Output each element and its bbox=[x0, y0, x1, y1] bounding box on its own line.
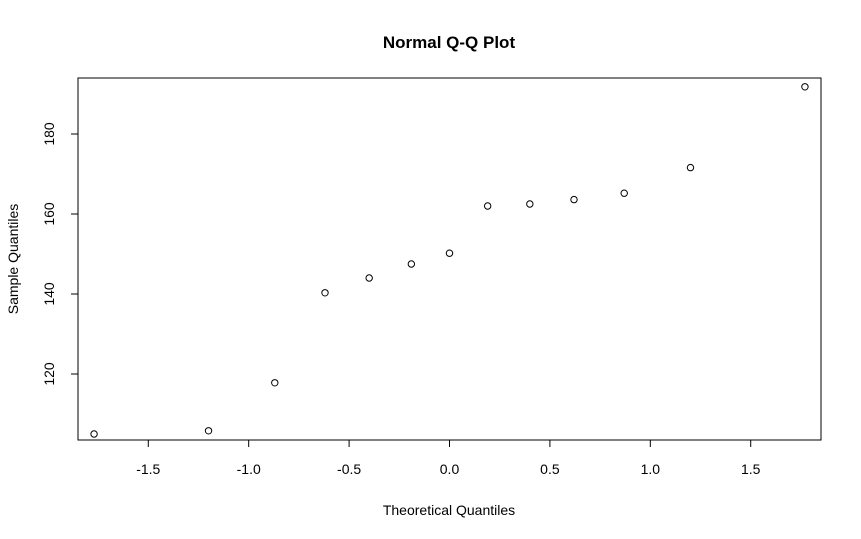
y-axis: 120 140 160 180 bbox=[41, 122, 79, 386]
x-tick-label: 0.5 bbox=[540, 461, 560, 477]
data-point bbox=[483, 202, 492, 210]
data-point bbox=[801, 83, 809, 91]
x-tick-label: 1.0 bbox=[641, 461, 661, 477]
data-point bbox=[407, 260, 416, 268]
data-point bbox=[570, 195, 578, 204]
plot-frame bbox=[77, 77, 822, 441]
data-points bbox=[90, 83, 809, 438]
data-point bbox=[321, 289, 329, 297]
x-axis: -1.5 -1.0 -0.5 0.0 0.5 1.0 1.5 bbox=[136, 439, 761, 477]
data-point bbox=[90, 430, 98, 438]
y-axis-label: Sample Quantiles bbox=[5, 204, 21, 315]
x-tick-label: -1.0 bbox=[237, 461, 261, 477]
data-point bbox=[204, 427, 213, 435]
data-point bbox=[620, 189, 628, 197]
x-axis-label: Theoretical Quantiles bbox=[383, 502, 515, 518]
data-point bbox=[445, 249, 454, 257]
x-tick-label: -1.5 bbox=[136, 461, 160, 477]
x-tick-label: -0.5 bbox=[337, 461, 361, 477]
chart-title: Normal Q-Q Plot bbox=[383, 33, 516, 52]
y-tick-label: 120 bbox=[41, 362, 57, 386]
y-tick-label: 160 bbox=[41, 202, 57, 226]
x-tick-label: 0.0 bbox=[440, 461, 460, 477]
y-tick-label: 140 bbox=[41, 282, 57, 306]
y-tick-label: 180 bbox=[41, 122, 57, 146]
x-tick-label: 1.5 bbox=[741, 461, 761, 477]
data-point bbox=[271, 379, 279, 387]
data-point bbox=[365, 274, 373, 282]
data-point bbox=[526, 200, 534, 208]
data-point bbox=[686, 163, 695, 172]
